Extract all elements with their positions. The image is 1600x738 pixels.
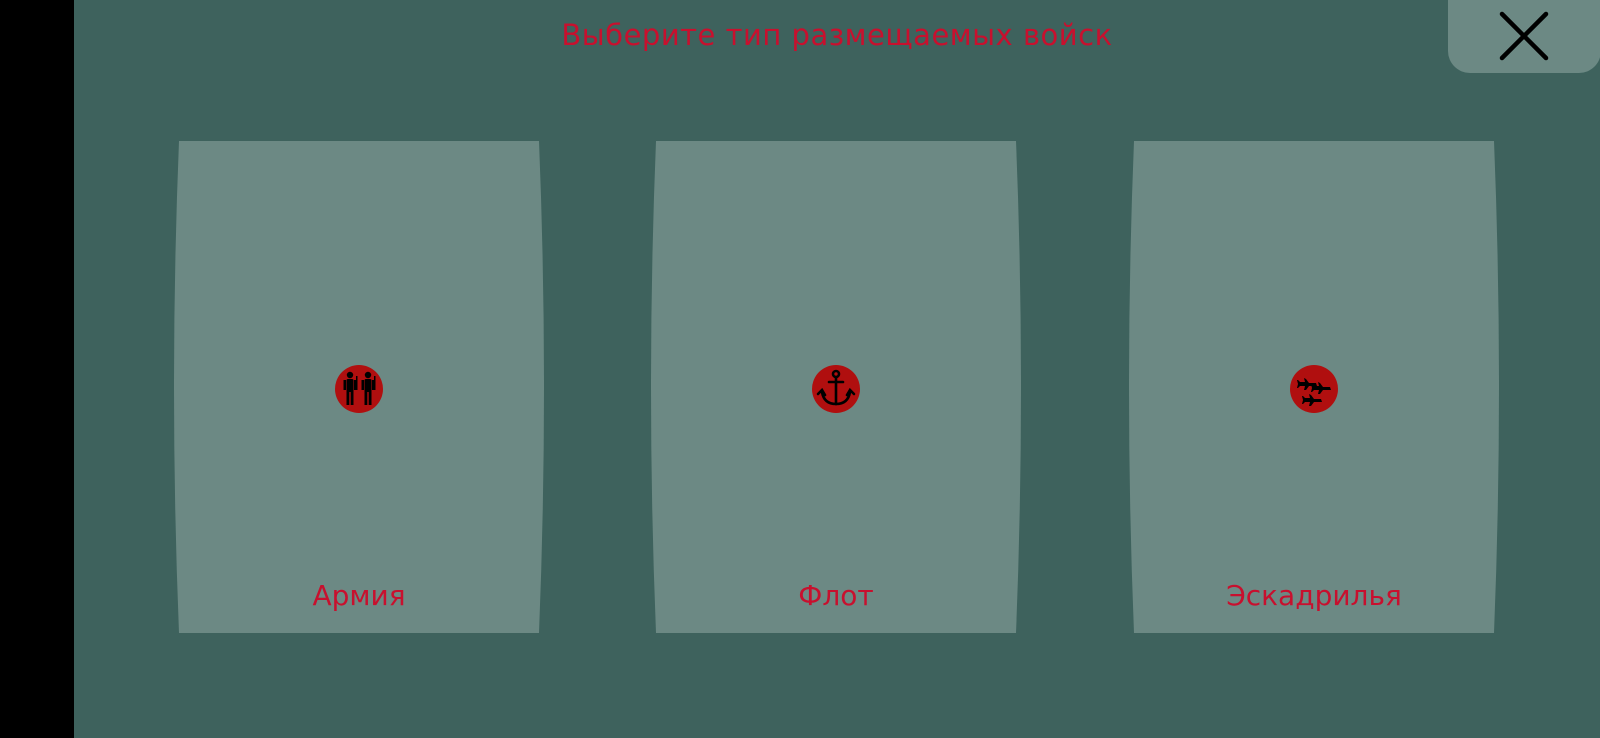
troop-card-army[interactable]: Армия: [169, 141, 549, 633]
close-icon: [1499, 11, 1549, 61]
dialog-title: Выберите тип размещаемых войск: [561, 18, 1113, 52]
close-button[interactable]: [1448, 0, 1600, 73]
anchor-icon: [812, 365, 860, 413]
troop-card-label: Флот: [798, 579, 874, 612]
troop-card-squadron[interactable]: Эскадрилья: [1124, 141, 1504, 633]
troop-type-dialog: Выберите тип размещаемых войск: [74, 0, 1600, 738]
troop-card-label: Эскадрилья: [1226, 579, 1402, 612]
soldiers-icon: [335, 365, 383, 413]
jets-icon: [1290, 365, 1338, 413]
troop-card-fleet[interactable]: Флот: [646, 141, 1026, 633]
troop-card-label: Армия: [312, 579, 406, 612]
left-black-bar: [0, 0, 74, 738]
